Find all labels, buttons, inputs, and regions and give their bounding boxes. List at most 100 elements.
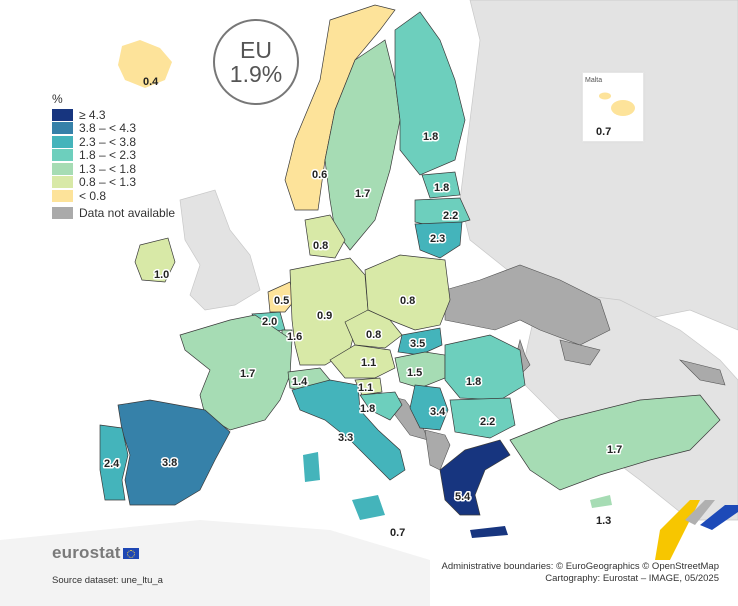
legend-label: 1.8 – < 2.3 [79, 148, 137, 163]
eu-flag-icon [122, 547, 139, 559]
svg-text:2.2: 2.2 [480, 416, 495, 428]
legend-unit: % [52, 92, 63, 106]
country-turkiye [509, 394, 721, 491]
legend-label: ≥ 4.3 [79, 107, 106, 122]
legend-item-no-data: Data not available [52, 206, 176, 221]
svg-text:1.8: 1.8 [466, 376, 481, 388]
country-lithuania [414, 221, 463, 259]
svg-text:2.4: 2.4 [104, 458, 120, 470]
legend-label: Data not available [79, 206, 176, 221]
country-croatia [359, 391, 403, 421]
legend-item: 1.3 – < 1.8 [52, 162, 175, 176]
svg-text:2.3: 2.3 [430, 233, 445, 245]
credits: Administrative boundaries: © EuroGeograp… [442, 561, 720, 585]
source-dataset: Source dataset: une_ltu_a [52, 575, 163, 586]
svg-text:1.8: 1.8 [434, 182, 449, 194]
country-italy [291, 379, 406, 481]
svg-text:1.6: 1.6 [287, 331, 302, 343]
brand-stripes [655, 500, 738, 560]
legend-item: 1.8 – < 2.3 [52, 148, 175, 163]
svg-text:1.1: 1.1 [361, 357, 376, 369]
svg-text:0.8: 0.8 [313, 240, 328, 252]
svg-text:1.0: 1.0 [154, 269, 169, 281]
legend-label: 2.3 – < 3.8 [79, 134, 137, 149]
svg-text:1.8: 1.8 [360, 403, 375, 415]
legend-swatch [52, 189, 73, 202]
svg-text:3.3: 3.3 [338, 432, 353, 444]
credits-cartography: Cartography: Eurostat – IMAGE, 05/2025 [545, 573, 719, 584]
logo-text: eurostat [52, 543, 121, 562]
legend-item: 3.8 – < 4.3 [52, 121, 175, 136]
legend-label: 1.3 – < 1.8 [79, 161, 137, 176]
legend-swatch [52, 122, 73, 135]
svg-text:1.7: 1.7 [240, 368, 255, 380]
country-netherlands [267, 281, 296, 313]
value-labels: 0.4 0.6 1.7 1.8 1.8 2.2 2.3 0.8 1.0 0.5 … [103, 76, 624, 539]
svg-text:0.5: 0.5 [274, 295, 289, 307]
country-spain [117, 399, 231, 506]
svg-text:0.7: 0.7 [390, 527, 405, 539]
country-denmark [304, 214, 346, 259]
svg-text:5.4: 5.4 [455, 491, 471, 503]
country-cyprus [590, 495, 612, 508]
legend-item: 0.8 – < 1.3 [52, 175, 175, 190]
svg-text:1.8: 1.8 [423, 131, 438, 143]
legend-swatch [52, 162, 73, 175]
eu-average-badge: EU 1.9% [213, 19, 299, 105]
svg-text:1.7: 1.7 [607, 444, 622, 456]
legend-label: 3.8 – < 4.3 [79, 121, 137, 136]
legend-swatch [52, 108, 73, 121]
legend-swatch [52, 149, 73, 162]
country-slovenia [354, 377, 383, 396]
svg-text:2.0: 2.0 [262, 316, 277, 328]
credits-boundaries: Administrative boundaries: © EuroGeograp… [441, 561, 720, 572]
inset-title: Malta [585, 77, 603, 84]
country-greece-crete [470, 526, 508, 538]
inset-value: 0.7 [596, 126, 612, 138]
country-austria [329, 344, 396, 379]
svg-text:0.4: 0.4 [143, 76, 159, 88]
svg-text:1.4: 1.4 [292, 376, 308, 388]
svg-text:0.9: 0.9 [317, 310, 332, 322]
svg-text:3.5: 3.5 [410, 338, 425, 350]
countries [99, 4, 721, 538]
legend-label: 0.8 – < 1.3 [79, 175, 137, 190]
country-ireland [134, 237, 176, 283]
country-finland [394, 11, 466, 176]
svg-text:0.8: 0.8 [400, 295, 415, 307]
malta-inset: Malta 0.7 [582, 72, 644, 142]
legend-swatch [52, 207, 73, 220]
legend-label: < 0.8 [79, 188, 107, 203]
eu-label: EU [240, 37, 272, 63]
country-estonia [421, 171, 461, 199]
svg-text:0.6: 0.6 [312, 169, 327, 181]
country-romania [444, 334, 526, 401]
svg-text:3.4: 3.4 [430, 406, 446, 418]
svg-text:1.3: 1.3 [596, 515, 611, 527]
country-greece [439, 439, 511, 516]
country-france [179, 314, 293, 431]
legend-swatch [52, 135, 73, 148]
country-italy-sicily [352, 495, 385, 520]
eu-value: 1.9% [229, 61, 283, 87]
legend-item: 2.3 – < 3.8 [52, 135, 175, 149]
legend-item: ≥ 4.3 [52, 108, 175, 122]
svg-text:1.5: 1.5 [407, 367, 422, 379]
svg-text:1.7: 1.7 [355, 188, 370, 200]
svg-text:0.8: 0.8 [366, 329, 381, 341]
country-iceland [118, 40, 172, 88]
legend-item: < 0.8 [52, 189, 175, 203]
country-portugal [99, 424, 129, 501]
country-serbia [409, 384, 449, 431]
country-slovakia [397, 327, 443, 356]
country-sweden [324, 39, 401, 251]
malta-shape [599, 92, 635, 116]
eurostat-logo: eurostat [52, 543, 139, 563]
svg-text:2.2: 2.2 [443, 210, 458, 222]
country-italy-sardinia [303, 452, 320, 482]
svg-text:3.8: 3.8 [162, 457, 177, 469]
legend: % ≥ 4.3 3.8 – < 4.3 2.3 – < 3.8 1.8 – < … [52, 92, 175, 220]
country-bulgaria [449, 397, 516, 439]
svg-text:1.1: 1.1 [358, 382, 373, 394]
